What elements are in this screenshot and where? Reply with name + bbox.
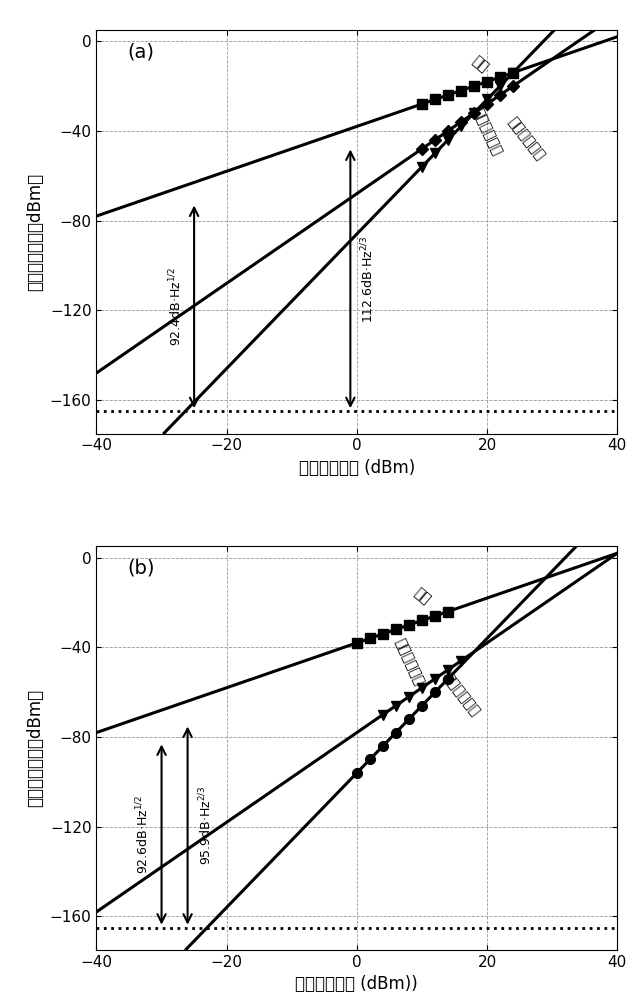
Text: (a): (a) — [128, 42, 155, 61]
Text: 二阶谐波失真: 二阶谐波失真 — [440, 671, 482, 719]
Y-axis label: 射频输出功率（dBm）: 射频输出功率（dBm） — [26, 173, 44, 291]
Text: (b): (b) — [128, 559, 155, 578]
Text: 二阶谐波失真: 二阶谐波失真 — [505, 114, 547, 162]
Text: 三阶交调失真: 三阶交调失真 — [392, 636, 426, 688]
Y-axis label: 射频输出功率（dBm）: 射频输出功率（dBm） — [26, 689, 44, 807]
Text: 92.4dB·Hz$^{1/2}$: 92.4dB·Hz$^{1/2}$ — [168, 267, 185, 346]
Text: 基波: 基波 — [411, 586, 433, 607]
Text: 三阶交调失真: 三阶交调失真 — [470, 106, 504, 158]
X-axis label: 射频输入功率 (dBm): 射频输入功率 (dBm) — [299, 459, 415, 477]
X-axis label: 射频输入功率 (dBm)): 射频输入功率 (dBm)) — [296, 975, 418, 993]
Text: 95.9dB·Hz$^{2/3}$: 95.9dB·Hz$^{2/3}$ — [197, 786, 214, 865]
Text: 92.6dB·Hz$^{1/2}$: 92.6dB·Hz$^{1/2}$ — [135, 795, 152, 874]
Text: 基波: 基波 — [469, 53, 491, 75]
Text: 112.6dB·Hz$^{2/3}$: 112.6dB·Hz$^{2/3}$ — [360, 235, 377, 323]
